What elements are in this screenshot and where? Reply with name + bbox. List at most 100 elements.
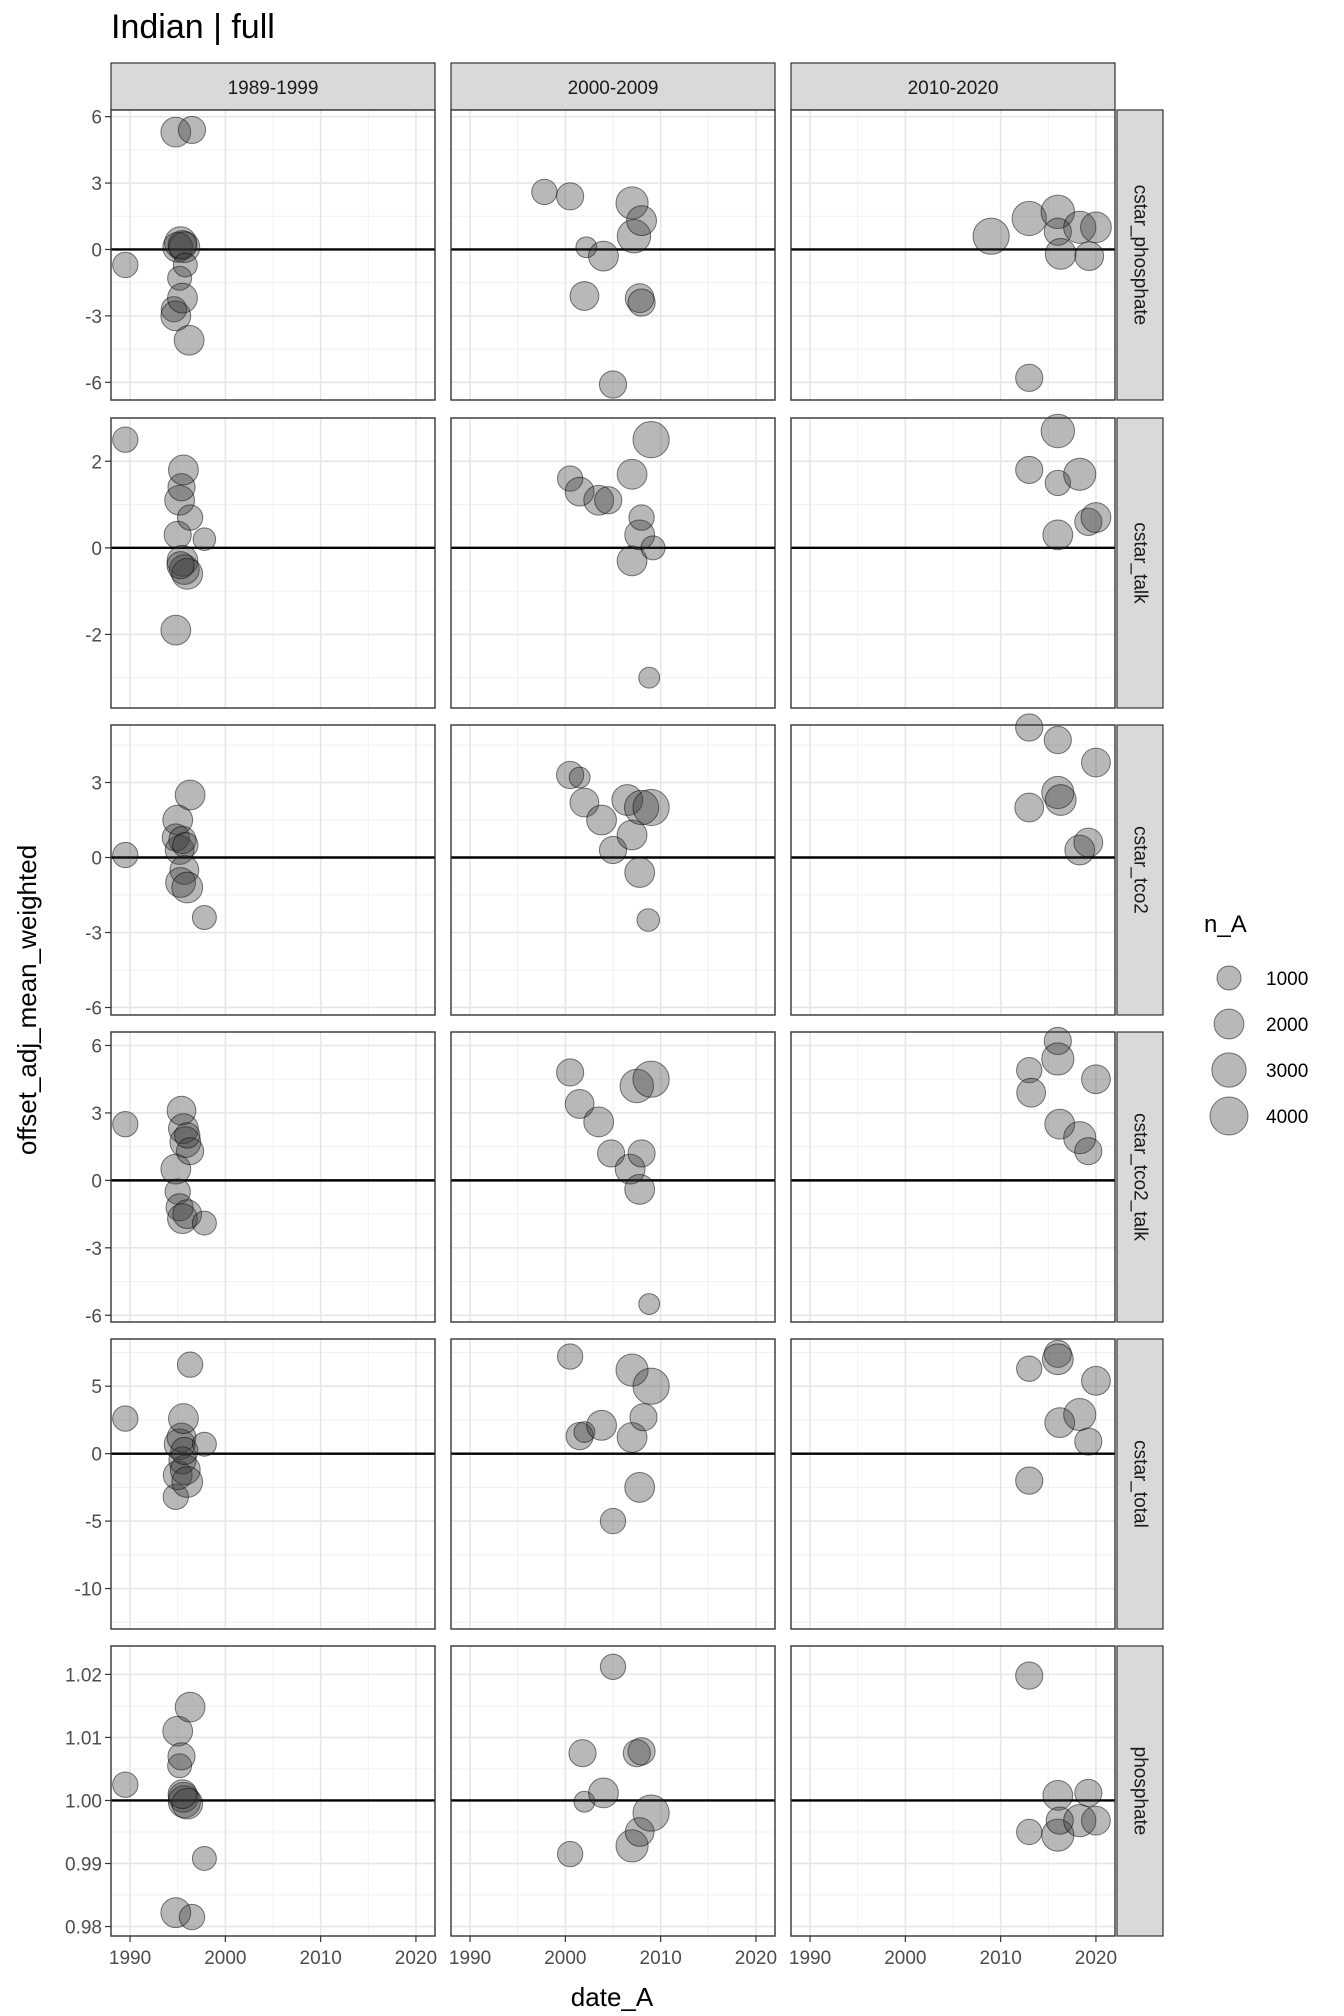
data-point: [611, 784, 644, 816]
data-point: [172, 1199, 203, 1229]
data-point: [1074, 1427, 1103, 1456]
data-point: [1044, 238, 1077, 270]
data-point: [176, 504, 204, 531]
panel-border: [790, 724, 1116, 1016]
facet-panel: [790, 1645, 1116, 1937]
legend-label: 3000: [1266, 1061, 1308, 1082]
x-tick-label: 2000: [884, 1948, 926, 1969]
panel-border: [790, 417, 1116, 709]
x-tick-label: 2000: [204, 1948, 246, 1969]
facet-panel: [790, 109, 1116, 401]
data-point: [160, 1897, 192, 1929]
data-point: [588, 1777, 619, 1809]
facet-panel: [110, 109, 436, 401]
data-point: [1081, 1805, 1111, 1836]
data-point: [568, 766, 591, 789]
data-point: [624, 857, 656, 888]
row-strip-label: cstar_tco2: [1130, 826, 1151, 914]
data-point: [112, 1111, 139, 1138]
data-point: [1015, 713, 1044, 742]
y-tick-label: -3: [85, 924, 102, 945]
panel-border: [110, 1645, 436, 1937]
panel-border: [110, 109, 436, 401]
data-point: [1016, 1057, 1043, 1084]
facet-panel: [790, 413, 1116, 709]
data-point: [174, 1691, 206, 1723]
y-tick-label: 3: [91, 1104, 102, 1125]
panel-border: [110, 724, 436, 1016]
data-point: [1040, 413, 1076, 449]
y-tick-label: -3: [85, 1239, 102, 1260]
data-point: [1042, 1780, 1074, 1811]
data-point: [569, 281, 600, 311]
x-axis-title: date_A: [571, 1982, 654, 2012]
facet-panel: [110, 417, 436, 709]
column-strip-label: 2010-2020: [908, 78, 999, 99]
size-legend: n_A 1000 2000 3000 4000: [1204, 911, 1308, 1136]
data-point: [640, 535, 666, 561]
panel-border: [790, 109, 1116, 401]
data-point: [615, 1829, 649, 1863]
data-point: [1064, 834, 1096, 866]
data-point: [167, 1742, 196, 1771]
data-point: [160, 614, 192, 646]
data-point: [165, 867, 196, 898]
data-point: [191, 905, 217, 930]
row-strip: cstar_total: [1116, 1338, 1164, 1630]
data-point: [167, 1203, 198, 1234]
data-point: [1080, 502, 1112, 533]
data-point: [624, 1471, 656, 1503]
row-strip: cstar_tco2_talk: [1116, 1031, 1164, 1323]
data-point: [972, 217, 1010, 255]
data-point: [632, 421, 670, 459]
panel-border: [110, 1031, 436, 1323]
data-point: [172, 831, 199, 859]
data-point: [172, 252, 198, 278]
data-point: [624, 1173, 656, 1205]
data-point: [161, 823, 190, 852]
data-point: [191, 1431, 217, 1457]
data-point: [556, 1840, 584, 1868]
data-point: [1074, 1137, 1103, 1166]
data-point: [1074, 1778, 1103, 1807]
data-point: [167, 282, 198, 314]
data-point: [167, 265, 193, 291]
data-point: [173, 324, 205, 356]
data-point: [586, 1409, 617, 1441]
data-point: [1080, 211, 1112, 244]
facet-panel: [450, 417, 776, 709]
data-point: [627, 1139, 656, 1168]
x-tick-label: 2010: [640, 1948, 682, 1969]
data-point: [171, 557, 204, 590]
data-point: [1044, 784, 1077, 816]
facet-panel: [450, 1645, 776, 1937]
y-tick-label: 0: [91, 849, 102, 870]
facet-panel: [110, 1645, 436, 1937]
panel-border: [790, 1338, 1116, 1630]
data-point: [1044, 1407, 1076, 1439]
data-point: [619, 1068, 655, 1104]
data-point: [1042, 519, 1074, 551]
y-tick-label: -6: [85, 1306, 102, 1327]
legend-entry: 3000: [1211, 1052, 1308, 1088]
legend-key: [1213, 1008, 1245, 1040]
column-strip-bg: [450, 62, 776, 111]
data-point: [573, 1421, 596, 1443]
data-point: [112, 841, 139, 869]
data-point: [628, 504, 655, 531]
y-tick-label: 6: [91, 1036, 102, 1057]
legend-label: 1000: [1266, 969, 1308, 990]
facet-panel: [450, 1338, 776, 1630]
row-strip-label: cstar_talk: [1130, 522, 1151, 604]
y-axis-title: offset_adj_mean_weighted: [12, 845, 42, 1155]
y-tick-label: 3: [91, 174, 102, 195]
panel-border: [450, 1645, 776, 1937]
panel-border: [790, 1031, 1116, 1323]
row-strip-bg: [1116, 417, 1164, 709]
y-tick-label: 5: [91, 1377, 102, 1398]
data-point: [556, 465, 584, 492]
data-point: [616, 458, 648, 490]
row-strip-label: phosphate: [1130, 1747, 1151, 1836]
data-point: [112, 426, 139, 453]
data-point: [594, 486, 623, 515]
